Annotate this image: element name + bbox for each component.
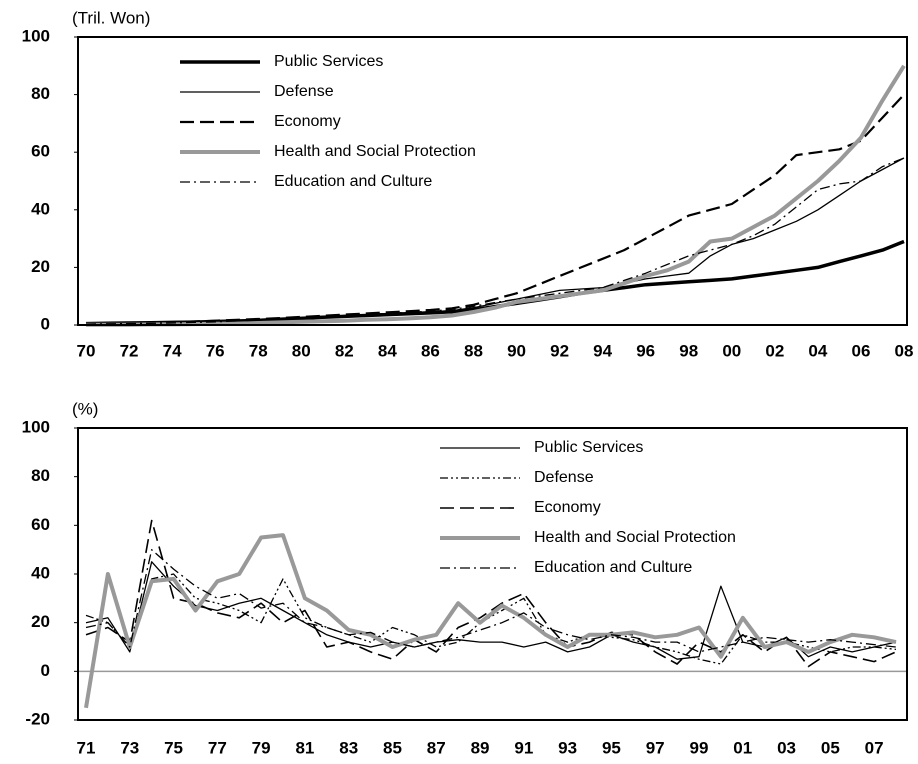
data-line (85, 549, 897, 653)
x-tick-label: 84 (378, 341, 397, 360)
plot-frame (77, 427, 908, 721)
legend-label: Public Services (534, 439, 643, 456)
legend-label: Defense (534, 469, 594, 486)
x-tick-label: 76 (206, 341, 225, 360)
data-line (85, 561, 897, 660)
plot-frame (77, 36, 908, 326)
legend-label: Public Services (274, 53, 383, 70)
x-tick-label: 70 (77, 341, 96, 360)
x-tick-label: 87 (427, 738, 446, 757)
x-tick-label: 94 (593, 341, 612, 360)
y-tick-label: 100 (22, 417, 50, 436)
y-tick-label: -20 (25, 709, 50, 728)
x-tick-label: 81 (295, 738, 314, 757)
y-tick-label: 0 (41, 661, 50, 680)
x-tick-label: 95 (602, 738, 621, 757)
x-tick-label: 05 (821, 738, 840, 757)
x-tick-label: 93 (558, 738, 577, 757)
data-line (86, 64, 906, 327)
y-tick-label: 20 (31, 612, 50, 631)
x-tick-label: 97 (646, 738, 665, 757)
y-axis-label: (%) (72, 399, 98, 418)
x-tick-label: 91 (514, 738, 533, 757)
x-tick-label: 02 (765, 341, 784, 360)
x-tick-label: 86 (421, 341, 440, 360)
x-tick-label: 01 (733, 738, 752, 757)
y-tick-label: 60 (31, 515, 50, 534)
y-tick-label: 80 (31, 466, 50, 485)
data-line (85, 93, 905, 325)
legend-label: Defense (274, 83, 334, 100)
x-tick-label: 75 (164, 738, 183, 757)
x-tick-label: 74 (163, 341, 182, 360)
x-tick-label: 07 (865, 738, 884, 757)
x-tick-label: 72 (120, 341, 139, 360)
legend-label: Health and Social Protection (534, 529, 736, 546)
y-tick-label: 100 (22, 26, 50, 45)
x-tick-label: 04 (808, 341, 827, 360)
x-tick-label: 77 (208, 738, 227, 757)
x-tick-label: 98 (679, 341, 698, 360)
x-tick-label: 78 (249, 341, 268, 360)
y-axis-label: (Tril. Won) (72, 8, 150, 27)
x-tick-label: 99 (690, 738, 709, 757)
x-tick-label: 82 (335, 341, 354, 360)
x-tick-label: 89 (471, 738, 490, 757)
y-tick-label: 60 (31, 142, 50, 161)
y-tick-label: 20 (31, 257, 50, 276)
y-tick-label: 0 (41, 314, 50, 333)
x-tick-label: 00 (722, 341, 741, 360)
x-tick-label: 73 (120, 738, 139, 757)
x-tick-label: 08 (895, 341, 914, 360)
y-tick-label: 40 (31, 199, 50, 218)
legend-label: Education and Culture (274, 173, 432, 190)
x-tick-label: 92 (550, 341, 569, 360)
x-tick-label: 80 (292, 341, 311, 360)
x-tick-label: 88 (464, 341, 483, 360)
data-line (85, 157, 905, 325)
x-tick-label: 96 (636, 341, 655, 360)
legend-label: Economy (274, 113, 341, 130)
legend-label: Economy (534, 499, 601, 516)
data-line (84, 533, 897, 709)
legend-label: Health and Social Protection (274, 143, 476, 160)
x-tick-label: 71 (77, 738, 96, 757)
legend-label: Education and Culture (534, 559, 692, 576)
data-line (85, 573, 897, 665)
x-tick-label: 85 (383, 738, 402, 757)
x-tick-label: 83 (339, 738, 358, 757)
x-tick-label: 79 (252, 738, 271, 757)
y-tick-label: 80 (31, 84, 50, 103)
x-tick-label: 03 (777, 738, 796, 757)
x-tick-label: 06 (851, 341, 870, 360)
y-tick-label: 40 (31, 563, 50, 582)
x-tick-label: 90 (507, 341, 526, 360)
data-line (85, 239, 905, 326)
data-line (85, 519, 897, 668)
data-line (85, 157, 905, 325)
